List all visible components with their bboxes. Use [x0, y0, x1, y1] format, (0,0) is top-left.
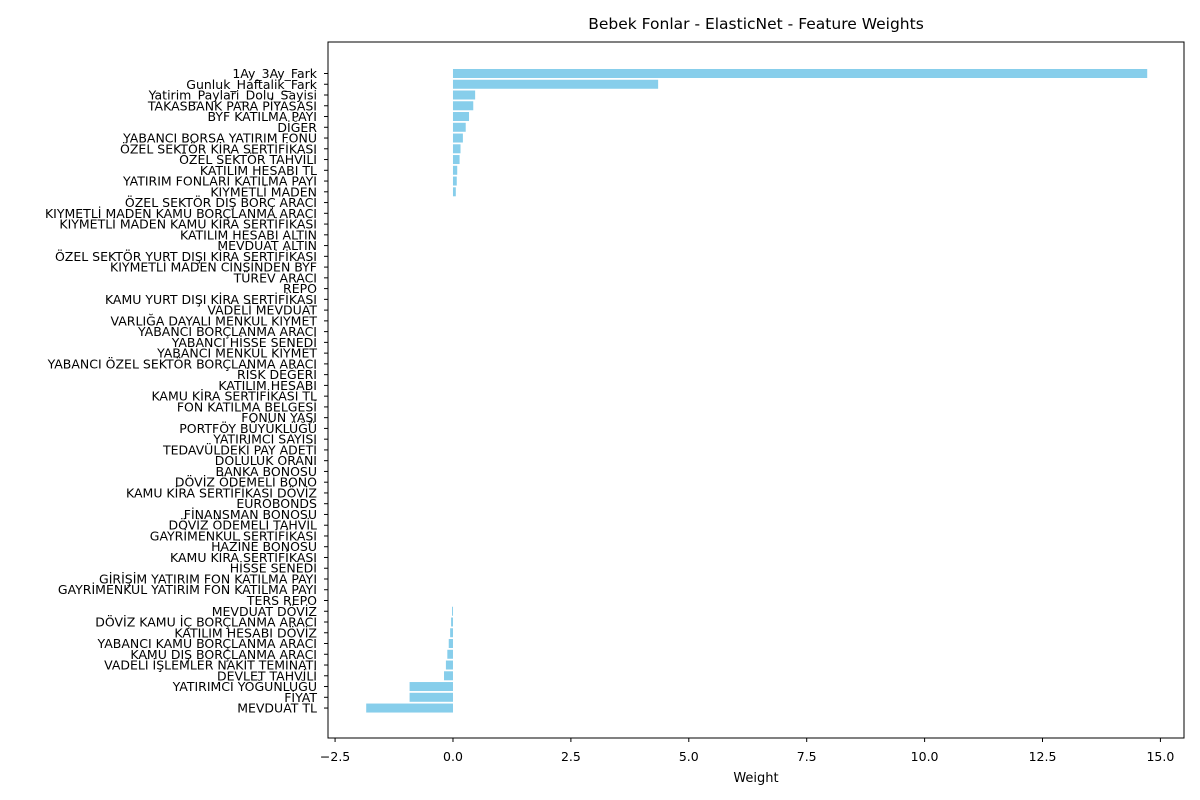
- y-tick-label: Yatirim_Paylari_Dolu_Sayisi: [148, 88, 317, 103]
- y-tick-label: KAMU YURT DIŞI KİRA SERTİFİKASI: [105, 292, 317, 307]
- y-tick-label: YABANCI ÖZEL SEKTÖR BORÇLANMA ARACI: [47, 355, 317, 371]
- y-tick-label: GAYRİMENKUL SERTİFİKASI: [150, 528, 317, 543]
- bar: [452, 79, 659, 89]
- bars-group: [366, 69, 1148, 713]
- y-tick-label: KAMU DIŞ BORÇLANMA ARACI: [130, 647, 317, 662]
- y-tick-label: DEVLET TAHVİLİ: [217, 668, 317, 683]
- bar: [452, 606, 453, 616]
- y-tick-label: HAZİNE BONOSU: [211, 539, 317, 554]
- y-tick-label: EUROBONDS: [236, 496, 317, 511]
- chart-title: Bebek Fonlar - ElasticNet - Feature Weig…: [588, 15, 924, 33]
- y-tick-label: DOLULUK ORANI: [215, 453, 317, 468]
- x-axis: −2.5 0.0 2.5 5.0 7.5 10.0 12.5 15.0: [320, 738, 1174, 764]
- y-tick-label: MEVDUAT ALTIN: [217, 238, 317, 253]
- bar: [452, 176, 457, 186]
- bar: [452, 144, 461, 154]
- bar: [448, 639, 453, 649]
- y-tick-label: YABANCI KAMU BORÇLANMA ARACI: [97, 636, 317, 651]
- plot-frame: [327, 41, 1185, 739]
- bar: [409, 692, 453, 702]
- bar: [452, 187, 456, 197]
- y-tick-label: KATILIM HESABI ALTIN: [180, 227, 317, 242]
- y-tick-label: BANKA BONOSU: [216, 464, 317, 479]
- y-tick-label: ÖZEL SEKTÖR KİRA SERTİFİKASI: [120, 140, 317, 156]
- y-tick-label: HİSSE SENEDİ: [230, 561, 317, 576]
- y-tick-label: GAYRİMENKUL YATIRIM FON KATILMA PAYI: [58, 582, 317, 597]
- y-tick-label: TEDAVÜLDEKİ PAY ADETİ: [162, 441, 317, 457]
- y-tick-label: PORTFÖY BÜYÜKLÜĞÜ: [179, 420, 317, 436]
- x-tick-label: 5.0: [679, 749, 699, 764]
- y-tick-label: MEVDUAT TL: [237, 701, 317, 716]
- y-tick-label: YATIRIM FONLARI KATILMA PAYI: [122, 174, 317, 189]
- bar: [451, 617, 453, 627]
- y-tick-label: MEVDUAT DÖVİZ: [212, 603, 317, 619]
- x-tick-label: 10.0: [911, 749, 939, 764]
- y-tick-label: Gunluk_Haftalik_Fark: [186, 77, 317, 92]
- bar: [444, 671, 453, 681]
- y-tick-label: FONUN YAŞI: [241, 410, 317, 425]
- y-tick-label: KIYMETLİ MADEN KAMU KİRA SERTİFİKASI: [59, 217, 317, 232]
- y-tick-label: KATILIM HESABI TL: [200, 163, 317, 178]
- bar: [452, 122, 466, 132]
- x-tick-label: 0.0: [443, 749, 463, 764]
- y-tick-label: FİNANSMAN BONOSU: [184, 507, 317, 522]
- y-tick-label: KATILIM HESABI: [218, 378, 317, 393]
- y-tick-label: YATIRIMCI SAYISI: [212, 432, 317, 447]
- y-tick-label: YATIRIMCI YOĞUNLUĞU: [172, 679, 317, 694]
- y-tick-label: YABANCI BORÇLANMA ARACI: [137, 324, 317, 339]
- y-tick-label: YABANCI BORSA YATIRIM FONU: [122, 131, 317, 146]
- bar: [452, 112, 470, 122]
- y-tick-label: FİYAT: [284, 690, 317, 705]
- y-tick-label: KAMU KİRA SERTİFİKASI DÖVİZ: [126, 484, 317, 500]
- x-axis-label: Weight: [733, 771, 778, 786]
- y-tick-label: BYF KATILMA PAYI: [208, 109, 318, 124]
- y-tick-label: KIYMETLİ MADEN: [210, 184, 317, 199]
- x-tick-label: 7.5: [797, 749, 817, 764]
- y-tick-label: VADELİ MEVDUAT: [207, 303, 317, 318]
- y-tick-label: ÖZEL SEKTÖR TAHVİLİ: [179, 151, 317, 167]
- y-tick-label: DÖVİZ ÖDEMELİ TAHVİL: [168, 517, 317, 533]
- y-tick-label: KIYMETLİ MADEN CİNSİNDEN BYF: [110, 260, 317, 275]
- y-tick-label: YABANCI MENKUL KIYMET: [156, 346, 317, 361]
- bar: [452, 133, 463, 143]
- y-tick-label: DİĞER: [277, 120, 317, 135]
- y-tick-label: TAKASBANK PARA PİYASASI: [147, 98, 317, 113]
- y-tick-label: KATILIM HESABI DÖVİZ: [174, 624, 317, 640]
- y-tick-label: KIYMETLİ MADEN KAMU BORÇLANMA ARACI: [45, 206, 317, 221]
- bar: [452, 101, 474, 111]
- y-tick-label: ÖZEL SEKTÖR YURT DIŞI KİRA SERTİFİKASI: [55, 248, 317, 264]
- bar: [452, 69, 1148, 78]
- y-tick-label: YABANCI HİSSE SENEDİ: [171, 335, 317, 350]
- y-tick-label: REPO: [283, 281, 317, 296]
- x-tick-label: 15.0: [1146, 749, 1174, 764]
- y-tick-label: TÜREV ARACI: [233, 269, 317, 285]
- bar: [452, 90, 476, 100]
- y-tick-label: KAMU KİRA SERTİFİKASI TL: [151, 389, 317, 404]
- y-tick-label: GİRİŞİM YATIRIM FON KATILMA PAYI: [99, 571, 317, 586]
- y-tick-label: RİSK DEĞERİ: [237, 367, 317, 382]
- y-tick-label: KAMU KİRA SERTİFİKASI: [170, 550, 317, 565]
- x-tick-label: 2.5: [561, 749, 581, 764]
- y-tick-label: DÖVİZ KAMU İÇ BORÇLANMA ARACI: [95, 614, 317, 630]
- x-tick-label: −2.5: [320, 749, 350, 764]
- y-tick-label: VADELİ İŞLEMLER NAKİT TEMİNATI: [104, 658, 317, 673]
- y-tick-label: 1Ay_3Ay_Fark: [232, 66, 317, 81]
- bar: [409, 682, 453, 692]
- x-tick-label: 12.5: [1029, 749, 1057, 764]
- bar: [366, 703, 453, 713]
- y-tick-label: DÖVİZ ÖDEMELİ BONO: [175, 474, 317, 490]
- y-axis: 1Ay_3Ay_FarkGunluk_Haftalik_FarkYatirim_…: [45, 66, 328, 716]
- bar: [445, 660, 453, 670]
- bar: [452, 165, 458, 175]
- y-tick-label: VARLIĞA DAYALI MENKUL KIYMET: [111, 313, 318, 328]
- bar: [450, 628, 453, 638]
- y-tick-label: TERS REPO: [246, 593, 317, 608]
- bar: [447, 649, 453, 659]
- bar: [452, 155, 460, 165]
- y-tick-label: FON KATILMA BELGESİ: [177, 399, 317, 414]
- y-tick-label: ÖZEL SEKTÖR DIŞ BORÇ ARACI: [125, 194, 317, 210]
